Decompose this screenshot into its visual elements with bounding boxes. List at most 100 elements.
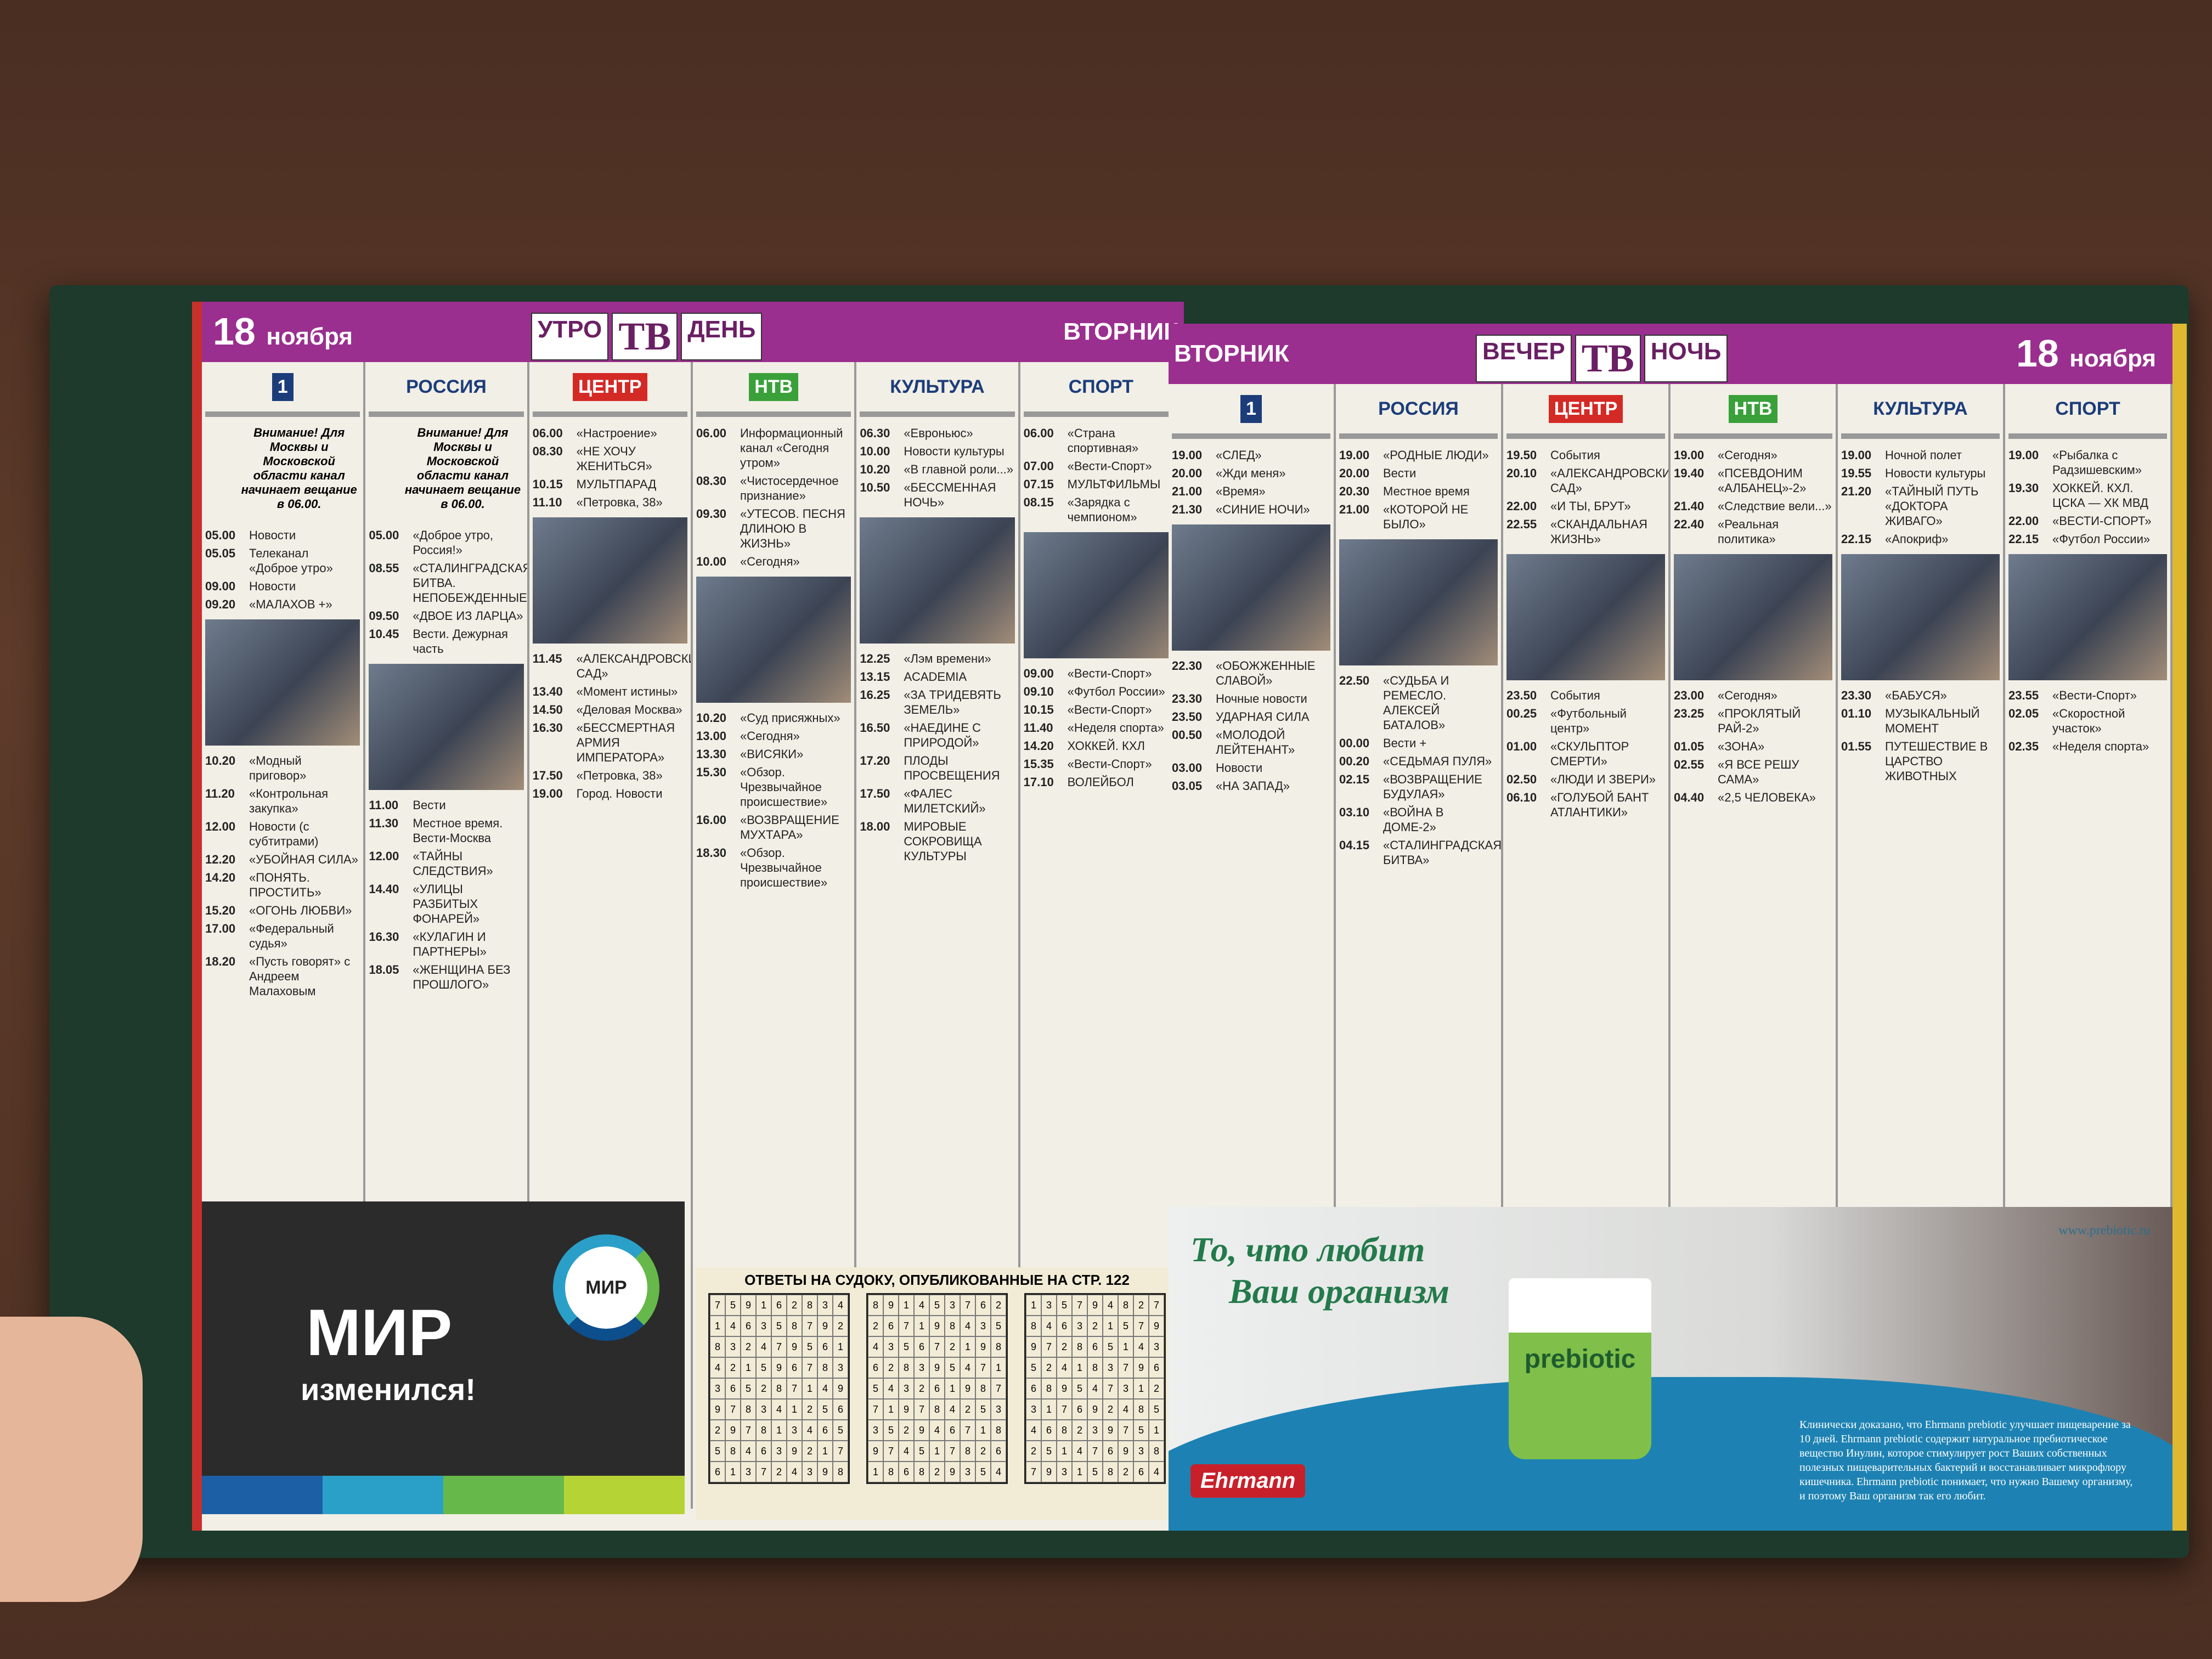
- sudoku-cell: 1: [771, 1420, 787, 1441]
- channel-logo: РОССИЯ: [369, 362, 524, 417]
- sudoku-cell: 9: [787, 1336, 802, 1357]
- sudoku-cell: 3: [945, 1295, 960, 1316]
- listing-title: Ночные новости: [1216, 692, 1307, 706]
- sudoku-cell: 5: [1118, 1316, 1133, 1336]
- sudoku-cell: 2: [883, 1357, 899, 1378]
- listing-item: 19.00 «Сегодня»: [1674, 448, 1832, 462]
- listing-item: 03.00 Новости: [1172, 760, 1330, 775]
- channel-logo-text: КУЛЬТУРА: [1873, 398, 1968, 419]
- sudoku-cell: 6: [1087, 1336, 1103, 1357]
- listing-title: «ЗА ТРИДЕВЯТЬ ЗЕМЕЛЬ»: [904, 688, 1001, 716]
- listing-item: 18.30 «Обзор. Чрезвычайное происшествие»: [696, 845, 851, 890]
- sudoku-cell: 4: [1133, 1336, 1149, 1357]
- sudoku-cell: 7: [833, 1441, 848, 1462]
- listing-title: «Деловая Москва»: [576, 703, 682, 716]
- channel-column: ЦЕНТР 06.00 «Настроение» 08.30 «НЕ ХОЧУ ЖЕНИ…: [529, 362, 693, 1509]
- sudoku-cell: 8: [802, 1295, 817, 1316]
- mir-logo: МИР: [553, 1234, 659, 1341]
- listing-item: 09.10 «Футбол России»: [1024, 684, 1178, 699]
- sudoku-cell: 4: [1087, 1378, 1103, 1399]
- program-photo: [1841, 554, 2000, 680]
- sudoku-cell: 3: [1149, 1336, 1164, 1357]
- listing-title: Новости: [1216, 761, 1263, 775]
- sudoku-cell: 3: [1118, 1378, 1133, 1399]
- listing-title: «СУДЬБА И РЕМЕСЛО. АЛЕКСЕЙ БАТАЛОВ»: [1383, 674, 1449, 732]
- section-title: УТРО ТВ ДЕНЬ: [531, 313, 763, 360]
- sudoku-cell: 6: [725, 1378, 741, 1399]
- listing-title: Вести +: [1383, 736, 1427, 750]
- sudoku-cell: 8: [1026, 1316, 1041, 1336]
- listing-item: 17.50 «ФАЛЕС МИЛЕТСКИЙ»: [860, 786, 1014, 816]
- sudoku-cell: 3: [883, 1336, 899, 1357]
- sudoku-cell: 8: [1087, 1357, 1103, 1378]
- sudoku-cell: 7: [710, 1295, 725, 1316]
- listing-title: «Рыбалка с Радзишевским»: [2052, 448, 2142, 477]
- sudoku-cell: 7: [1103, 1378, 1118, 1399]
- listing-item: 07.15 МУЛЬТФИЛЬМЫ: [1024, 477, 1178, 492]
- sudoku-cell: 1: [1072, 1357, 1087, 1378]
- listing-time: 10.00: [860, 444, 890, 458]
- channel-logo-text: НТВ: [749, 373, 799, 401]
- channel-column: 1 19.00 «СЛЕД» 20.00 «Жди меня» 21.00 «Время» 2…: [1169, 384, 1336, 1531]
- sudoku-cell: 2: [1149, 1378, 1164, 1399]
- sudoku-cell: 7: [802, 1357, 817, 1378]
- sudoku-cell: 4: [991, 1462, 1006, 1482]
- sudoku-cell: 3: [1041, 1295, 1057, 1316]
- sudoku-cell: 2: [756, 1378, 771, 1399]
- listing-time: 04.15: [1339, 838, 1370, 852]
- listing-time: 08.30: [532, 444, 563, 458]
- sudoku-cell: 5: [975, 1462, 991, 1482]
- listing-time: 06.00: [1023, 426, 1054, 440]
- sudoku-cell: 6: [868, 1357, 883, 1378]
- listing-item: 11.40 «Неделя спорта»: [1024, 720, 1178, 735]
- listing-title: «УТЕСОВ. ПЕСНЯ ДЛИНОЮ В ЖИЗНЬ»: [740, 507, 845, 550]
- listing-item: 10.15 МУЛЬТПАРАД: [533, 477, 687, 492]
- listing-item: 19.00 Ночной полет: [1841, 448, 2000, 462]
- listing-item: 21.30 «СИНИЕ НОЧИ»: [1172, 502, 1330, 517]
- listing-item: 06.00 Информационный канал «Сегодня утром…: [696, 426, 851, 470]
- listing-time: 22.15: [2008, 532, 2039, 546]
- sudoku-cell: 1: [1149, 1420, 1164, 1441]
- sudoku-cell: 8: [787, 1316, 802, 1336]
- sudoku-cell: 2: [710, 1420, 725, 1441]
- sudoku-cell: 1: [1103, 1316, 1118, 1336]
- sudoku-cell: 4: [945, 1399, 960, 1420]
- program-photo: [369, 664, 524, 790]
- channel-logo-text: 1: [1240, 394, 1262, 423]
- listing-time: 23.25: [1674, 707, 1705, 720]
- sudoku-cell: 3: [914, 1357, 929, 1378]
- listing-time: 16.50: [860, 721, 890, 735]
- sudoku-cell: 6: [710, 1462, 725, 1482]
- sudoku-cell: 9: [1026, 1336, 1041, 1357]
- sudoku-cell: 7: [1149, 1295, 1164, 1316]
- sudoku-cell: 4: [741, 1441, 756, 1462]
- sudoku-cell: 3: [868, 1420, 883, 1441]
- sudoku-cell: 7: [960, 1295, 975, 1316]
- sudoku-cell: 1: [833, 1336, 848, 1357]
- listing-title: «НА ЗАПАД»: [1216, 779, 1290, 793]
- channel-column: СПОРТ 19.00 «Рыбалка с Радзишевским» 19.30 Х…: [2005, 384, 2172, 1531]
- listing-item: 12.25 «Лэм времени»: [860, 651, 1014, 666]
- sudoku-cell: 6: [771, 1295, 787, 1316]
- sudoku-cell: 5: [1133, 1420, 1149, 1441]
- sudoku-cell: 9: [1133, 1357, 1149, 1378]
- sudoku-cell: 8: [710, 1336, 725, 1357]
- sudoku-cell: 6: [945, 1420, 960, 1441]
- channel-logo: ЦЕНТР: [1506, 384, 1665, 439]
- listing-title: «Сегодня»: [1718, 448, 1778, 462]
- listing-item: 17.00 «Федеральный судья»: [205, 921, 360, 951]
- sudoku-cell: 9: [868, 1441, 883, 1462]
- listing-item: 19.00 «Рыбалка с Радзишевским»: [2008, 448, 2167, 477]
- sudoku-cell: 5: [899, 1336, 914, 1357]
- sudoku-cell: 4: [756, 1336, 771, 1357]
- listing-time: 16.00: [696, 813, 727, 827]
- sudoku-cell: 6: [817, 1336, 833, 1357]
- date-month: ноября: [266, 323, 353, 350]
- sudoku-cell: 3: [1026, 1399, 1041, 1420]
- sudoku-cell: 9: [1057, 1378, 1072, 1399]
- sudoku-cell: 5: [975, 1399, 991, 1420]
- sudoku-cell: 9: [817, 1316, 833, 1336]
- listing-title: «Обзор. Чрезвычайное происшествие»: [740, 765, 828, 809]
- listing-item: 10.20 «Модный приговор»: [205, 753, 360, 783]
